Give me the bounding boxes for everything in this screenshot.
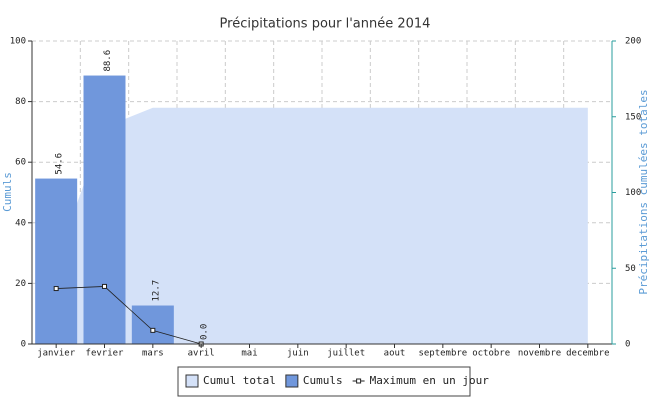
y-tick-label: 40	[15, 218, 26, 228]
chart-title: Précipitations pour l'année 2014	[220, 17, 431, 32]
line-marker	[102, 283, 107, 289]
y2-axis-label: Précipitations cumulées totales	[637, 89, 650, 294]
x-tick-label: juin	[287, 349, 309, 359]
legend-label: Maximum en un jour	[370, 374, 490, 387]
bar	[83, 75, 126, 345]
x-tick-label: octobre	[472, 349, 510, 359]
y-tick-label: 80	[15, 97, 26, 107]
y2-tick-label: 200	[625, 37, 641, 47]
legend-label: Cumul total	[203, 374, 276, 387]
x-tick-label: avril	[188, 349, 215, 359]
value-label: 12.7	[151, 280, 161, 302]
x-tick-label: mars	[142, 349, 164, 359]
y-tick-label: 100	[10, 37, 26, 47]
x-tick-label: juillet	[327, 349, 365, 359]
value-label: 0.0	[200, 324, 210, 340]
bar	[35, 178, 78, 344]
area	[56, 107, 588, 345]
y-axis-label: Cumuls	[1, 172, 14, 212]
x-tick-label: novembre	[518, 349, 561, 359]
y-tick-label: 20	[15, 279, 26, 289]
legend-box	[177, 366, 471, 397]
x-tick-label: septembre	[418, 349, 467, 359]
bar	[131, 305, 174, 344]
legend-marker	[356, 378, 362, 384]
value-label: 54.6	[55, 153, 65, 175]
y2-tick-label: 50	[625, 264, 636, 274]
y-tick-label: 0	[21, 340, 26, 350]
x-tick-label: fevrier	[86, 349, 125, 359]
x-tick-label: janvier	[37, 349, 76, 359]
x-tick-label: aout	[384, 349, 406, 359]
x-tick-label: mai	[241, 349, 257, 359]
legend-swatch	[285, 374, 299, 388]
line	[56, 286, 202, 345]
x-tick-label: decembre	[566, 349, 609, 359]
legend-swatch	[185, 374, 199, 388]
y2-tick-label: 150	[625, 112, 641, 122]
value-label: 88.6	[103, 50, 113, 72]
line-marker	[150, 327, 156, 333]
line-marker	[53, 286, 59, 292]
y2-tick-label: 0	[625, 340, 630, 350]
y-tick-label: 60	[15, 158, 26, 168]
y2-tick-label: 100	[625, 188, 641, 198]
legend-label: Cumuls	[303, 374, 343, 387]
